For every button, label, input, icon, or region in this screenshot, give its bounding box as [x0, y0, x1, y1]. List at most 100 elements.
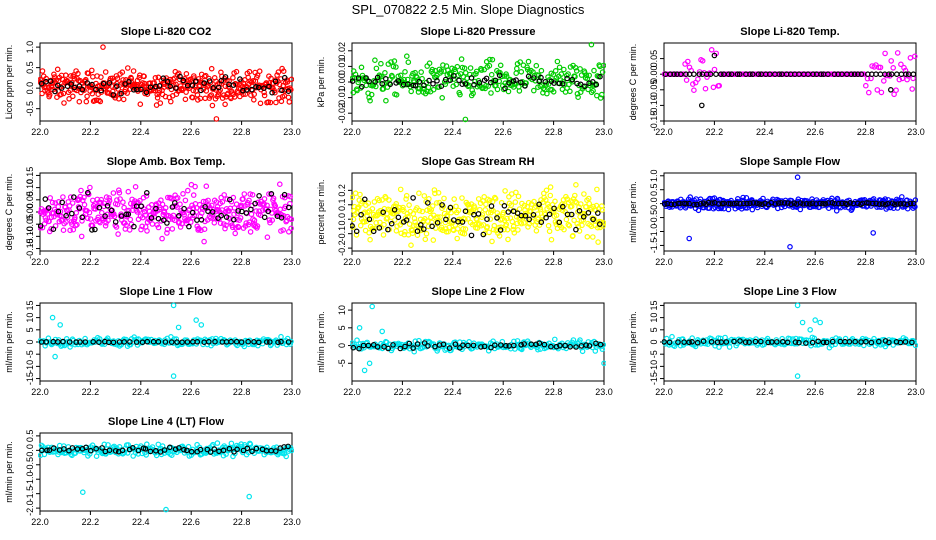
data-point [558, 71, 565, 77]
data-point [684, 58, 691, 65]
data-point [137, 197, 143, 204]
figure-title: SPL_070822 2.5 Min. Slope Diagnostics [352, 2, 585, 17]
data-point [574, 220, 581, 227]
data-point [776, 71, 783, 78]
y-tick-label: 0.00 [25, 203, 35, 221]
data-point [901, 64, 907, 71]
data-point [59, 199, 66, 206]
data-point [545, 222, 552, 229]
data-point [551, 336, 558, 343]
series-overlay [38, 189, 292, 233]
data-point [406, 202, 412, 208]
data-point [522, 213, 529, 219]
data-point [177, 73, 183, 80]
data-point [435, 190, 442, 196]
data-point [597, 95, 604, 101]
data-point [240, 196, 246, 202]
data-point [666, 339, 673, 346]
x-tick-label: 22.8 [857, 387, 875, 397]
data-point [188, 448, 195, 455]
data-point [278, 215, 285, 221]
data-point [586, 72, 593, 79]
data-point [460, 226, 466, 232]
data-point [898, 61, 904, 68]
x-tick-label: 22.4 [756, 387, 774, 397]
data-point [878, 89, 885, 96]
data-point [102, 213, 108, 219]
data-point [431, 187, 438, 193]
data-point [247, 441, 254, 448]
data-point [90, 338, 97, 345]
y-tick-label: 0.01 [337, 58, 347, 76]
data-point [488, 203, 495, 209]
data-point [552, 198, 558, 205]
data-point [586, 343, 593, 349]
data-point [42, 196, 49, 202]
x-tick-label: 22.4 [132, 387, 150, 397]
x-tick-label: 22.4 [756, 127, 774, 137]
data-point [711, 66, 718, 73]
panel-title: Slope Li-820 Temp. [740, 26, 839, 38]
y-tick-label: 5 [337, 325, 347, 330]
data-point [126, 79, 132, 85]
data-point [425, 84, 432, 91]
y-axis-label: degrees C per min. [4, 174, 14, 251]
data-point [81, 201, 88, 208]
data-point [285, 339, 292, 345]
data-point [502, 85, 508, 92]
data-point [835, 200, 842, 207]
data-point [377, 219, 383, 226]
data-point [723, 339, 730, 345]
data-point [580, 214, 587, 220]
data-point [354, 87, 360, 94]
data-point [577, 337, 583, 343]
data-point [84, 215, 91, 222]
data-point [96, 339, 102, 346]
x-tick-label: 22.6 [182, 387, 200, 397]
data-point [160, 75, 167, 82]
data-point [766, 71, 773, 78]
data-point [823, 339, 830, 346]
data-point [731, 200, 738, 207]
data-point [106, 447, 113, 454]
data-point [243, 87, 250, 93]
x-tick-label: 22.4 [132, 517, 150, 527]
data-point [45, 205, 52, 211]
data-point [201, 238, 207, 245]
data-point [285, 443, 291, 450]
data-point [576, 208, 583, 214]
data-point [367, 236, 373, 243]
data-point [554, 58, 561, 65]
data-point [584, 234, 591, 240]
x-tick-label: 23.0 [907, 257, 925, 267]
y-tick-label: 0.0 [649, 197, 659, 210]
data-point [98, 87, 105, 94]
data-point [281, 191, 288, 198]
data-point [99, 209, 105, 216]
x-tick-label: 22.0 [31, 257, 49, 267]
data-point [110, 339, 117, 346]
x-tick-label: 23.0 [907, 387, 925, 397]
data-point [536, 201, 542, 208]
data-point [184, 339, 191, 345]
data-point [201, 80, 208, 86]
data-point [238, 339, 245, 345]
data-point [498, 199, 505, 206]
data-point [820, 200, 826, 207]
x-tick-label: 22.4 [444, 257, 462, 267]
data-point [571, 192, 578, 199]
data-point [383, 97, 389, 104]
data-point [728, 71, 735, 78]
data-point [86, 209, 93, 216]
data-point [702, 85, 709, 92]
data-point [836, 336, 843, 342]
outlier-point [369, 303, 376, 310]
data-point [403, 192, 410, 199]
data-point [434, 220, 441, 226]
data-point [370, 228, 377, 235]
data-point [725, 200, 732, 207]
data-point [183, 71, 190, 77]
data-point [374, 74, 381, 81]
data-point [598, 91, 605, 98]
outlier-point [799, 319, 806, 326]
